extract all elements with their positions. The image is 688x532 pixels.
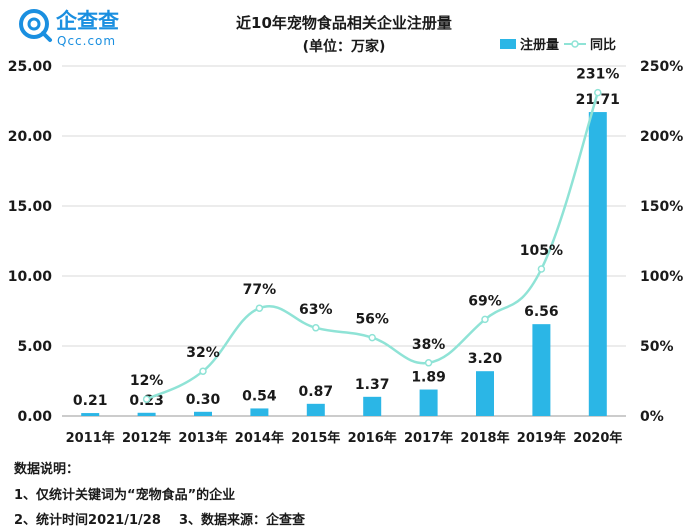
x-tick-label: 2020年 — [573, 430, 622, 446]
line-value-label: 38% — [412, 337, 446, 353]
bar-value-label: 6.56 — [524, 304, 559, 320]
y-right-tick-label: 150% — [640, 199, 683, 215]
brand-name: 企查查 — [55, 9, 119, 33]
legend-bar-label: 注册量 — [520, 37, 559, 53]
line-series: 12% 32% 77% 63% 56% 38% 69% 105% 231% — [130, 67, 619, 403]
brand-logo: 企查查 Qcc.com — [19, 9, 119, 48]
gridlines — [62, 65, 626, 417]
line-value-label: 105% — [520, 243, 563, 259]
notes-line-2: 2、统计时间2021/1/28 3、数据来源：企查查 — [14, 513, 306, 528]
qcc-logo-icon — [19, 9, 52, 42]
y-left-axis: 0.00 5.00 10.00 15.00 20.00 25.00 — [8, 59, 53, 425]
line-point — [481, 315, 489, 324]
line-point — [594, 88, 602, 97]
x-axis: 2011年 2012年 2013年 2014年 2015年 2016年 2017年 2018年… — [66, 430, 623, 446]
bar-value-label: 0.21 — [73, 393, 108, 409]
line-value-label: 32% — [186, 345, 220, 361]
bar-value-label: 0.87 — [299, 384, 334, 400]
line-point — [312, 324, 320, 332]
bar — [306, 403, 325, 416]
line-point — [537, 265, 546, 273]
bar-value-label: 1.89 — [411, 370, 446, 386]
y-right-tick-label: 100% — [640, 269, 683, 285]
x-tick-label: 2011年 — [66, 430, 115, 446]
bar — [532, 324, 551, 416]
legend-bar-swatch — [500, 39, 516, 49]
x-tick-label: 2012年 — [122, 430, 171, 446]
chart-title: 近10年宠物食品相关企业注册量 — [236, 14, 452, 32]
y-left-tick-label: 20.00 — [8, 129, 53, 145]
line-point — [199, 367, 207, 375]
bar-value-label: 21.71 — [576, 92, 620, 108]
bar — [137, 412, 156, 416]
x-tick-label: 2017年 — [404, 430, 453, 446]
bar — [476, 371, 494, 416]
y-left-tick-label: 5.00 — [17, 339, 52, 355]
bar-value-label: 0.54 — [242, 388, 277, 404]
bar — [194, 411, 212, 416]
line-value-label: 12% — [130, 373, 164, 389]
line-point — [142, 395, 151, 403]
y-right-tick-label: 50% — [640, 339, 674, 355]
line-point — [368, 333, 376, 342]
line-point — [255, 304, 264, 312]
bar — [419, 389, 438, 416]
bar — [363, 396, 382, 416]
chart-subtitle: (单位：万家) — [303, 38, 386, 55]
bar — [588, 112, 607, 416]
notes-heading: 数据说明： — [14, 462, 80, 477]
bar-value-label: 1.37 — [355, 377, 390, 393]
line-value-label: 77% — [243, 282, 277, 298]
x-tick-label: 2019年 — [517, 430, 566, 446]
line-value-label: 69% — [468, 293, 502, 309]
brand-domain: Qcc.com — [57, 34, 116, 48]
line-value-label: 63% — [299, 302, 333, 318]
x-tick-label: 2015年 — [291, 430, 340, 446]
y-right-axis: 0% 50% 100% 150% 200% 250% — [640, 59, 683, 425]
x-tick-label: 2018年 — [460, 430, 509, 446]
x-tick-label: 2016年 — [348, 430, 397, 446]
bar-value-label: 3.20 — [468, 351, 503, 367]
line-value-label: 56% — [355, 312, 389, 328]
y-left-tick-label: 0.00 — [17, 409, 52, 425]
line-point — [424, 359, 433, 367]
line-value-label: 231% — [576, 67, 619, 83]
bar-value-label: 0.30 — [186, 392, 221, 408]
y-left-tick-label: 25.00 — [8, 59, 53, 75]
y-left-tick-label: 15.00 — [8, 199, 53, 215]
bar — [81, 413, 100, 416]
x-tick-label: 2014年 — [235, 430, 284, 446]
y-left-tick-label: 10.00 — [8, 269, 53, 285]
legend: 注册量 同比 — [500, 37, 616, 53]
bar — [250, 408, 269, 416]
y-right-tick-label: 200% — [640, 129, 683, 145]
y-right-tick-label: 250% — [640, 59, 683, 75]
notes-line-1: 1、仅统计关键词为“宠物食品”的企业 — [14, 488, 236, 503]
x-tick-label: 2013年 — [178, 430, 227, 446]
legend-line-label: 同比 — [590, 37, 616, 53]
y-right-tick-label: 0% — [640, 409, 664, 425]
bar-series: 0.210.230.300.540.871.371.893.206.5621.7… — [73, 92, 620, 416]
